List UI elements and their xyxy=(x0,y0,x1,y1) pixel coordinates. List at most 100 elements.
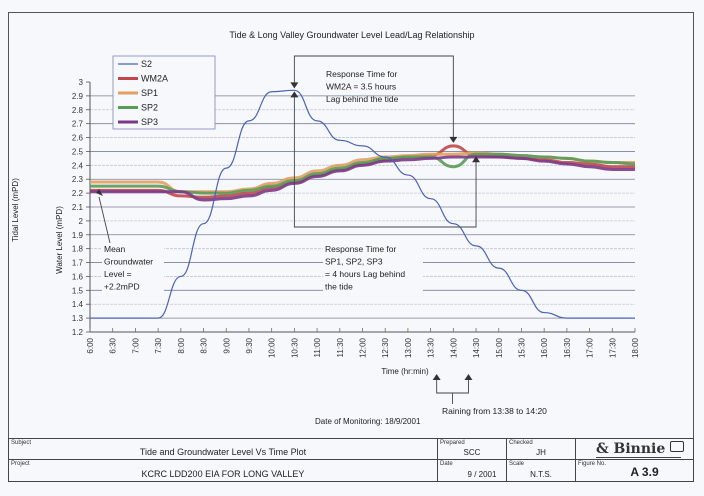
arrow-head-icon xyxy=(432,374,441,380)
binnie-logo: & Binnie xyxy=(596,441,685,457)
axes xyxy=(86,81,636,333)
x-tick-label: 12:30 xyxy=(381,337,390,358)
y-tick-label: 1.5 xyxy=(72,286,84,295)
y-tick-label: 1.9 xyxy=(72,231,84,240)
date-label: Date xyxy=(440,461,453,467)
figure-cell: Figure No. A 3.9 xyxy=(575,459,694,482)
project-value: KCRC LDD200 EIA FOR LONG VALLEY xyxy=(141,469,305,479)
annotation-line: = 4 hours Lag behind xyxy=(325,269,405,279)
arrow-head-icon xyxy=(290,91,299,98)
x-tick-labels: 6:00 6:30 7:00 7:30 8:00 8:30 9:00 9:30 10:00 10:… xyxy=(86,337,640,358)
annotation-mean: Mean Groundwater Level = +2.2mPD xyxy=(102,243,164,295)
x-tick-label: 8:30 xyxy=(200,337,209,353)
x-tick-label: 15:00 xyxy=(495,337,504,358)
date-of-monitoring: Date of Monitoring: 18/9/2001 xyxy=(315,417,421,426)
arrow-head-icon xyxy=(449,136,458,143)
annotation-line: Response Time for xyxy=(325,244,397,254)
legend-label-sp1: SP1 xyxy=(141,88,158,98)
x-tick-label: 11:00 xyxy=(313,337,322,357)
annotation-arrows xyxy=(96,55,481,404)
x-tick-label: 14:30 xyxy=(472,337,481,358)
annotation-line: Level = xyxy=(104,269,132,279)
prepared-cell: Prepared SCC xyxy=(437,438,507,460)
x-tick-label: 15:30 xyxy=(517,337,526,358)
y-axis-label-outer: Tidal Level (mPD) xyxy=(11,178,20,242)
x-tick-label: 12:00 xyxy=(359,337,368,358)
chart: Tide & Long Valley Groundwater Level Lea… xyxy=(11,30,640,426)
y-tick-label: 3 xyxy=(79,78,84,87)
wm2a-lag-bracket xyxy=(293,55,454,142)
annotation-sp: Response Time for SP1, SP2, SP3 = 4 hours … xyxy=(323,243,423,295)
logo-cell: & Binnie xyxy=(575,438,694,460)
date-cell: Date 9 / 2001 xyxy=(437,459,507,482)
checked-value: JH xyxy=(536,448,546,457)
x-tick-label: 13:00 xyxy=(404,337,413,358)
annotation-line: Raining from 13:38 to 14:20 xyxy=(442,406,547,416)
y-tick-label: 2.6 xyxy=(72,134,84,143)
annotation-line: Lag behind the tide xyxy=(326,94,399,104)
checked-label: Checked xyxy=(509,440,533,446)
y-tick-label: 1.6 xyxy=(72,272,84,281)
y-tick-label: 1.4 xyxy=(72,300,84,309)
annotation-line: Groundwater xyxy=(104,257,153,267)
x-tick-label: 18:00 xyxy=(631,337,640,358)
prepared-label: Prepared xyxy=(440,440,465,446)
y-tick-label: 1.3 xyxy=(72,314,84,323)
x-tick-label: 8:00 xyxy=(177,337,186,353)
legend-label-wm2a: WM2A xyxy=(141,74,168,84)
y-tick-label: 2 xyxy=(79,217,84,226)
x-tick-label: 14:00 xyxy=(449,337,458,358)
x-tick-label: 11:30 xyxy=(336,337,345,357)
project-cell: Project KCRC LDD200 EIA FOR LONG VALLEY xyxy=(8,459,438,482)
y-tick-label: 2.1 xyxy=(72,203,84,212)
arrow-head-icon xyxy=(96,189,103,196)
grid xyxy=(90,95,635,333)
rain-bracket xyxy=(436,378,469,394)
x-tick-label: 17:00 xyxy=(586,337,595,358)
annotation-wm2a: Response Time for WM2A = 3.5 hours Lag beh… xyxy=(326,69,399,104)
y-axis-label-inner: Water Level (mPD) xyxy=(55,206,64,274)
x-tick-label: 17:30 xyxy=(608,337,617,358)
annotation-background xyxy=(102,243,164,295)
scale-value: N.T.S. xyxy=(530,470,552,479)
prepared-value: SCC xyxy=(463,448,481,457)
subject-cell: Subject Tide and Groundwater Level Vs Ti… xyxy=(8,438,438,460)
sp-lag-bracket xyxy=(293,96,477,228)
y-tick-label: 2.3 xyxy=(72,175,84,184)
project-label: Project xyxy=(11,461,30,467)
legend-label-sp2: SP2 xyxy=(141,103,158,113)
x-tick-label: 10:00 xyxy=(268,337,277,358)
logo-underline xyxy=(596,457,681,458)
mean-level-arrow xyxy=(98,196,111,244)
series-lines xyxy=(89,89,636,319)
x-tick-label: 6:00 xyxy=(86,337,95,353)
y-tick-label: 2.5 xyxy=(72,147,84,156)
x-axis-label: Time (hr:min) xyxy=(381,367,429,376)
y-tick-labels: 3 2.9 2.8 2.7 2.6 2.5 2.4 2.3 2.2 2.1 2 1.9 1.8 1.7 1.… xyxy=(72,78,84,337)
y-tick-label: 2.8 xyxy=(72,106,84,115)
annotation-line: the tide xyxy=(325,282,353,292)
arrow-head-icon xyxy=(290,82,299,89)
x-tick-label: 9:30 xyxy=(245,337,254,353)
y-tick-label: 2.7 xyxy=(72,120,84,129)
y-tick-label: 1.8 xyxy=(72,245,84,254)
figure-value: A 3.9 xyxy=(630,465,659,479)
scale-cell: Scale N.T.S. xyxy=(506,459,576,482)
annotation-rain: Raining from 13:38 to 14:20 xyxy=(442,406,547,416)
checked-cell: Checked JH xyxy=(506,438,576,460)
logo-badge-icon xyxy=(670,441,685,452)
series-line-s2 xyxy=(89,89,635,319)
arrow-head-icon xyxy=(464,374,473,380)
date-value: 9 / 2001 xyxy=(467,470,497,479)
arrow-head-icon xyxy=(472,156,481,163)
x-tick-label: 9:00 xyxy=(222,337,231,353)
x-tick-label: 7:00 xyxy=(131,337,140,353)
annotation-background xyxy=(323,243,423,295)
subject-value: Tide and Groundwater Level Vs Time Plot xyxy=(139,447,307,457)
y-tick-label: 1.2 xyxy=(72,328,84,337)
subject-label: Subject xyxy=(11,440,32,446)
y-tick-label: 2.4 xyxy=(72,161,84,170)
legend: S2 WM2A SP1 SP2 SP3 xyxy=(112,55,216,130)
y-tick-label: 1.7 xyxy=(72,259,84,268)
x-tick-label: 7:30 xyxy=(154,337,163,353)
